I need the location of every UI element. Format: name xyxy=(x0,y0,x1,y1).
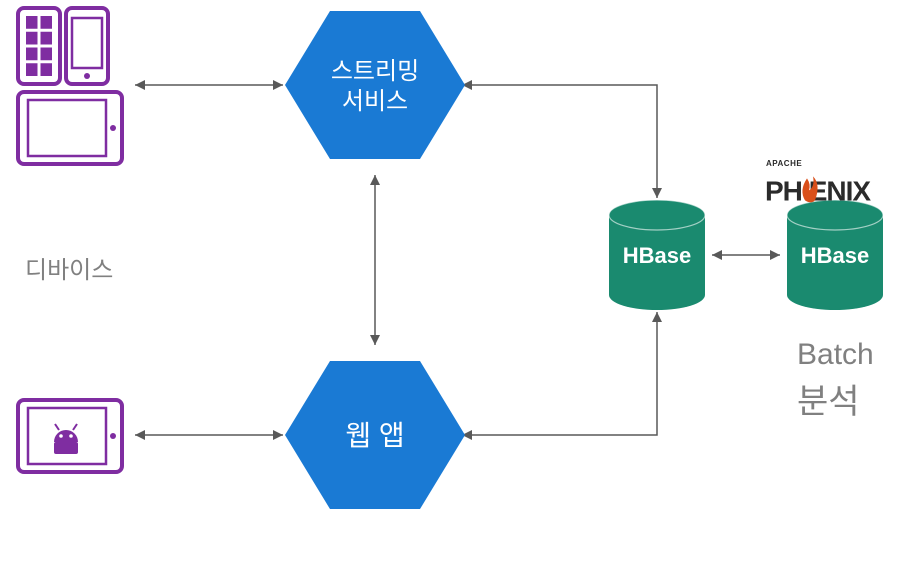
webapp-label: 웹 앱 xyxy=(345,420,404,451)
batch-label-1: Batch xyxy=(797,338,874,372)
phoenix-wordmark: PH ENIX xyxy=(765,175,871,206)
streaming-label-1: 스트리밍 xyxy=(331,58,419,85)
devices-label: 디바이스 xyxy=(25,250,113,285)
batch-label-2: 분석 xyxy=(797,374,860,423)
webapp-node: 웹 앱 xyxy=(285,361,465,509)
cylinder-label: HBase xyxy=(623,243,691,268)
streaming-label-2: 서비스 xyxy=(342,88,408,115)
phoenix-apache-label: APACHE xyxy=(766,159,802,168)
cylinder-label: HBase xyxy=(801,243,869,268)
phoenix-logo: APACHE PH ENIX xyxy=(765,159,871,206)
hbase1-node: HBase xyxy=(609,200,705,310)
devices-group xyxy=(18,8,122,164)
streaming-node: 스트리밍 서비스 xyxy=(285,11,465,159)
android-device xyxy=(18,400,122,472)
hbase2-node: HBase xyxy=(787,200,883,310)
